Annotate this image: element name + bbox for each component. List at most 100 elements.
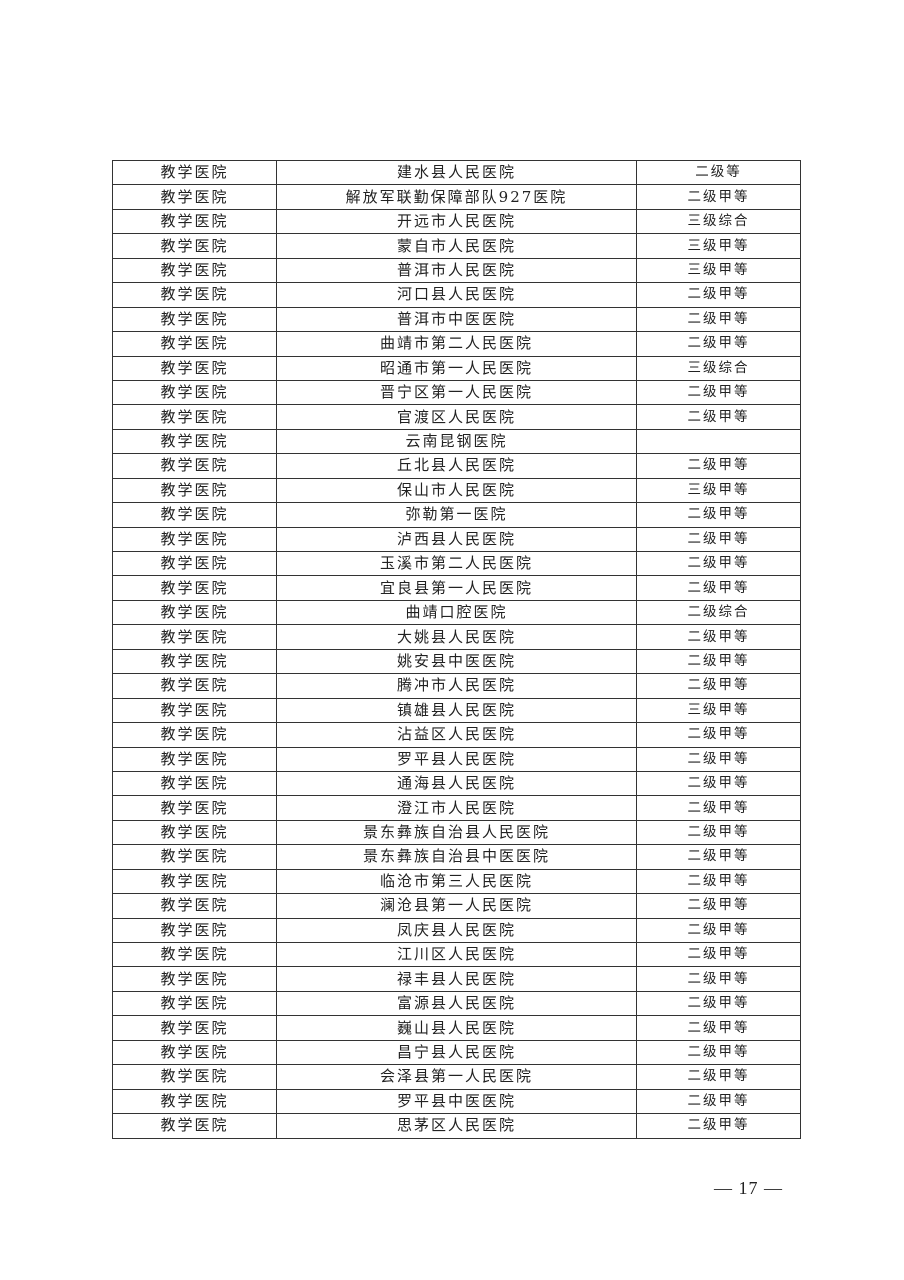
hospital-level-cell: 二级甲等 xyxy=(636,819,801,846)
hospital-level-cell: 二级甲等 xyxy=(636,990,801,1017)
hospital-name-cell: 澄江市人民医院 xyxy=(276,795,637,821)
hospital-type-cell: 教学医院 xyxy=(112,770,277,797)
hospital-name-cell: 巍山县人民医院 xyxy=(276,1015,637,1041)
hospital-type-cell: 教学医院 xyxy=(112,746,277,772)
hospital-name-cell: 建水县人民医院 xyxy=(276,159,637,186)
hospital-name-cell: 富源县人民医院 xyxy=(276,990,637,1017)
hospital-name-cell: 云南昆钢医院 xyxy=(276,428,637,455)
hospital-name-cell: 弥勒第一医院 xyxy=(276,502,637,528)
table-row: 教学医院 丘北县人民医院 二级甲等 xyxy=(112,453,801,479)
table-row: 教学医院 罗平县中医医院 二级甲等 xyxy=(112,1088,801,1115)
hospital-type-cell: 教学医院 xyxy=(112,428,277,455)
hospital-level-cell: 二级甲等 xyxy=(636,331,801,357)
hospital-level-cell: 二级甲等 xyxy=(636,379,801,406)
hospital-type-cell: 教学医院 xyxy=(112,404,277,430)
table-row: 教学医院 解放军联勤保障部队927医院 二级甲等 xyxy=(112,184,801,210)
hospital-name-cell: 禄丰县人民医院 xyxy=(276,966,637,992)
hospital-level-cell: 二级等 xyxy=(636,159,801,186)
table-row: 教学医院 腾冲市人民医院 二级甲等 xyxy=(112,673,801,699)
hospital-name-cell: 江川区人民医院 xyxy=(276,941,637,968)
hospital-type-cell: 教学医院 xyxy=(112,673,277,699)
table-row: 教学医院 官渡区人民医院 二级甲等 xyxy=(112,404,801,430)
hospital-name-cell: 昭通市第一人民医院 xyxy=(276,355,637,381)
table-row: 教学医院 景东彝族自治县人民医院 二级甲等 xyxy=(112,819,801,846)
hospital-type-cell: 教学医院 xyxy=(112,1015,277,1041)
hospital-type-cell: 教学医院 xyxy=(112,184,277,210)
hospital-name-cell: 会泽县第一人民医院 xyxy=(276,1064,637,1090)
table-row: 教学医院 保山市人民医院 三级甲等 xyxy=(112,477,801,504)
hospital-name-cell: 澜沧县第一人民医院 xyxy=(276,893,637,919)
hospital-type-cell: 教学医院 xyxy=(112,990,277,1017)
hospital-name-cell: 解放军联勤保障部队927医院 xyxy=(276,184,637,210)
hospital-type-cell: 教学医院 xyxy=(112,453,277,479)
hospital-level-cell: 二级甲等 xyxy=(636,1088,801,1115)
table-row: 教学医院 澜沧县第一人民医院 二级甲等 xyxy=(112,893,801,919)
hospital-type-cell: 教学医院 xyxy=(112,331,277,357)
hospital-type-cell: 教学医院 xyxy=(112,722,277,748)
hospital-name-cell: 沾益区人民医院 xyxy=(276,722,637,748)
hospital-name-cell: 思茅区人民医院 xyxy=(276,1113,637,1139)
hospital-level-cell: 二级甲等 xyxy=(636,673,801,699)
table-row: 教学医院 蒙自市人民医院 三级甲等 xyxy=(112,233,801,259)
table-row: 教学医院 镇雄县人民医院 三级甲等 xyxy=(112,697,801,724)
hospital-level-cell: 二级甲等 xyxy=(636,404,801,430)
hospital-level-cell: 二级甲等 xyxy=(636,1113,801,1139)
table-row: 教学医院 景东彝族自治县中医医院 二级甲等 xyxy=(112,844,801,870)
hospital-level-cell: 三级综合 xyxy=(636,355,801,381)
hospital-level-cell: 三级甲等 xyxy=(636,697,801,724)
hospital-type-cell: 教学医院 xyxy=(112,697,277,724)
hospital-type-cell: 教学医院 xyxy=(112,233,277,259)
hospital-type-cell: 教学医院 xyxy=(112,1088,277,1115)
hospital-type-cell: 教学医院 xyxy=(112,477,277,504)
table-row: 教学医院 昌宁县人民医院 二级甲等 xyxy=(112,1039,801,1066)
table-row: 教学医院 禄丰县人民医院 二级甲等 xyxy=(112,966,801,992)
hospital-type-cell: 教学医院 xyxy=(112,1113,277,1139)
hospital-name-cell: 临沧市第三人民医院 xyxy=(276,868,637,895)
table-row: 教学医院 沾益区人民医院 二级甲等 xyxy=(112,722,801,748)
hospital-type-cell: 教学医院 xyxy=(112,502,277,528)
hospital-level-cell: 二级甲等 xyxy=(636,941,801,968)
hospital-name-cell: 普洱市中医医院 xyxy=(276,306,637,333)
hospital-level-cell: 二级甲等 xyxy=(636,893,801,919)
hospital-type-cell: 教学医院 xyxy=(112,257,277,284)
table-row: 教学医院 开远市人民医院 三级综合 xyxy=(112,208,801,235)
hospital-level-cell: 二级甲等 xyxy=(636,453,801,479)
hospital-level-cell: 二级甲等 xyxy=(636,917,801,944)
table-row: 教学医院 曲靖口腔医院 二级综合 xyxy=(112,599,801,626)
hospital-type-cell: 教学医院 xyxy=(112,159,277,186)
hospital-type-cell: 教学医院 xyxy=(112,917,277,944)
table-body: 教学医院 建水县人民医院 二级等 教学医院 解放军联勤保障部队927医院 二级甲等 教学医院… xyxy=(112,159,801,1139)
table-row: 教学医院 富源县人民医院 二级甲等 xyxy=(112,990,801,1017)
hospital-name-cell: 罗平县中医医院 xyxy=(276,1088,637,1115)
hospital-type-cell: 教学医院 xyxy=(112,941,277,968)
hospital-name-cell: 蒙自市人民医院 xyxy=(276,233,637,259)
hospital-type-cell: 教学医院 xyxy=(112,599,277,626)
hospital-level-cell: 二级甲等 xyxy=(636,844,801,870)
table-row: 教学医院 澄江市人民医院 二级甲等 xyxy=(112,795,801,821)
hospital-name-cell: 镇雄县人民医院 xyxy=(276,697,637,724)
hospital-level-cell: 二级甲等 xyxy=(636,502,801,528)
table-row: 教学医院 普洱市中医医院 二级甲等 xyxy=(112,306,801,333)
table-row: 教学医院 昭通市第一人民医院 三级综合 xyxy=(112,355,801,381)
hospital-type-cell: 教学医院 xyxy=(112,966,277,992)
hospital-level-cell: 二级综合 xyxy=(636,599,801,626)
hospital-name-cell: 曲靖市第二人民医院 xyxy=(276,331,637,357)
hospital-level-cell: 二级甲等 xyxy=(636,1064,801,1090)
hospital-name-cell: 丘北县人民医院 xyxy=(276,453,637,479)
hospital-level-cell: 二级甲等 xyxy=(636,624,801,650)
hospital-name-cell: 姚安县中医医院 xyxy=(276,648,637,675)
hospital-level-cell: 二级甲等 xyxy=(636,648,801,675)
hospital-type-cell: 教学医院 xyxy=(112,306,277,333)
hospital-type-cell: 教学医院 xyxy=(112,624,277,650)
table-row: 教学医院 河口县人民医院 二级甲等 xyxy=(112,282,801,308)
hospital-type-cell: 教学医院 xyxy=(112,282,277,308)
hospital-name-cell: 景东彝族自治县中医医院 xyxy=(276,844,637,870)
table-row: 教学医院 临沧市第三人民医院 二级甲等 xyxy=(112,868,801,895)
table-row: 教学医院 曲靖市第二人民医院 二级甲等 xyxy=(112,331,801,357)
hospital-name-cell: 腾冲市人民医院 xyxy=(276,673,637,699)
hospital-level-cell: 二级甲等 xyxy=(636,966,801,992)
hospital-name-cell: 开远市人民医院 xyxy=(276,208,637,235)
hospital-name-cell: 宜良县第一人民医院 xyxy=(276,575,637,601)
hospital-type-cell: 教学医院 xyxy=(112,868,277,895)
hospital-name-cell: 玉溪市第二人民医院 xyxy=(276,550,637,577)
